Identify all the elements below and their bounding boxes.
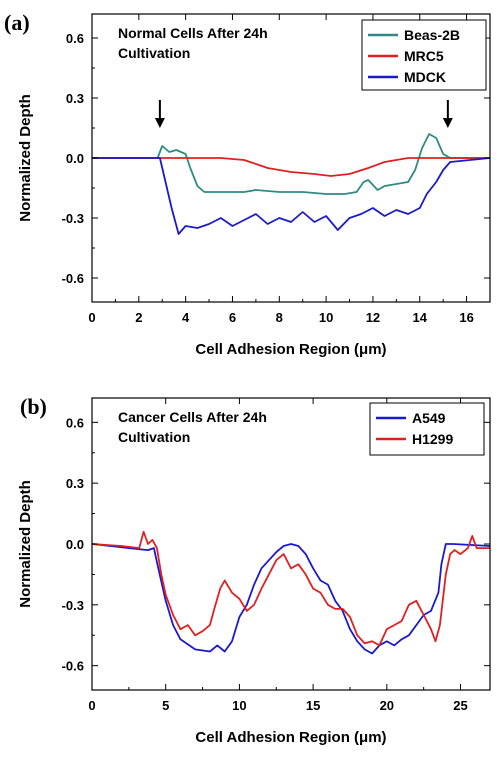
- y-tick-label: 0.0: [66, 151, 84, 166]
- series-line-mdck: [92, 157, 490, 235]
- chart-panel-1: 0 5 10 15 20 25 0.6 0.3 0.0 -0.3 -0.6 Cell Adhesion…: [17, 394, 491, 746]
- x-tick-label: 0: [88, 698, 95, 713]
- series-line-beas-2b: [92, 133, 490, 195]
- annotation-line: Normal Cells After 24h: [118, 25, 268, 41]
- y-tick-label: 0.0: [66, 537, 84, 552]
- x-axis-title: Cell Adhesion Region (μm): [195, 729, 386, 746]
- y-axis-title: Normalized Depth: [17, 480, 34, 608]
- panel-label: (b): [20, 394, 47, 419]
- y-axis-title: Normalized Depth: [17, 94, 34, 222]
- legend-entry: MDCK: [404, 69, 446, 85]
- x-tick-label: 2: [135, 310, 142, 325]
- y-tick-label: 0.3: [66, 91, 84, 106]
- x-tick-label: 16: [459, 310, 473, 325]
- x-tick-label: 14: [413, 310, 428, 325]
- y-tick-label: 0.6: [66, 415, 84, 430]
- legend-entry: MRC5: [404, 48, 444, 64]
- x-tick-label: 12: [366, 310, 380, 325]
- y-tick-label: -0.3: [62, 211, 84, 226]
- legend: A549 H1299: [369, 402, 485, 456]
- y-tick-label: 0.6: [66, 31, 84, 46]
- x-tick-label: 0: [88, 310, 95, 325]
- x-tick-label: 6: [229, 310, 236, 325]
- y-tick-label: -0.6: [62, 271, 84, 286]
- chart-panel-0: 0 2 4 6 8 10 12 14 16 0.6 0.3 0.0 -0.3 -0.6 Cell Adhes…: [4, 10, 491, 358]
- y-tick-label: -0.3: [62, 598, 84, 613]
- annotation-line: Cultivation: [118, 429, 190, 445]
- series-line-h1299: [92, 530, 490, 647]
- x-tick-label: 4: [182, 310, 190, 325]
- x-tick-label: 5: [162, 698, 169, 713]
- panel-label: (a): [4, 10, 30, 35]
- legend-entry: Beas-2B: [404, 27, 460, 43]
- x-tick-label: 25: [453, 698, 467, 713]
- arrow-head-icon: [442, 118, 453, 128]
- legend-entry: A549: [412, 410, 446, 426]
- arrow-head-icon: [154, 118, 165, 128]
- y-tick-label: 0.3: [66, 476, 84, 491]
- legend-entry: H1299: [412, 431, 453, 447]
- legend-box: [369, 402, 485, 456]
- legend: Beas-2B MRC5 MDCK: [361, 19, 487, 91]
- x-tick-label: 20: [380, 698, 394, 713]
- x-tick-label: 10: [319, 310, 333, 325]
- x-tick-label: 15: [306, 698, 320, 713]
- y-tick-label: -0.6: [62, 659, 84, 674]
- x-axis-title: Cell Adhesion Region (μm): [195, 341, 386, 358]
- annotation-line: Cancer Cells After 24h: [118, 409, 267, 425]
- x-tick-label: 8: [276, 310, 283, 325]
- annotation-line: Cultivation: [118, 45, 190, 61]
- series-line-a549: [92, 543, 490, 655]
- x-tick-label: 10: [232, 698, 246, 713]
- series-line-mrc5: [92, 157, 490, 177]
